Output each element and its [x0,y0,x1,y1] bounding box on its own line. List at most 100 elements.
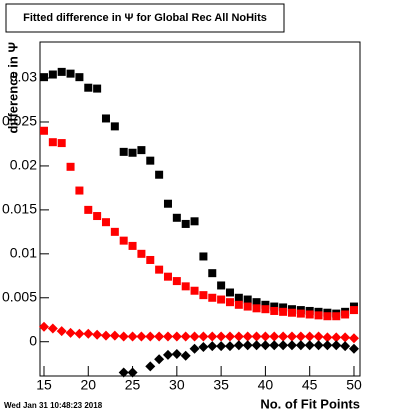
point [92,329,103,340]
point [269,340,280,351]
point [181,282,190,291]
point [332,312,341,321]
point [56,326,67,337]
y-tick-label: 0.015 [2,201,37,217]
point [118,331,129,342]
point [145,331,156,342]
point [252,304,261,313]
point [100,330,111,341]
point [84,205,93,214]
point [216,341,227,352]
x-tick-label: 30 [169,377,185,393]
point [252,298,261,307]
point [286,331,297,342]
point [269,331,280,342]
point [242,340,253,351]
point [84,83,93,92]
point [224,331,235,342]
point [260,340,271,351]
point [163,199,172,208]
x-tick-label: 50 [346,377,362,393]
point [119,147,128,156]
point [66,162,75,171]
timestamp: Wed Jan 31 10:48:23 2018 [4,401,103,410]
point [163,272,172,281]
point [198,331,209,342]
point [208,269,217,278]
x-axis-label: No. of Fit Points [260,396,360,411]
point [304,331,315,342]
point [243,302,252,311]
point [128,148,137,157]
point [74,328,85,339]
point [331,332,342,343]
point [48,138,57,147]
point [75,186,84,195]
point [65,327,76,338]
point [234,300,243,309]
point [155,170,164,179]
x-tick-label: 45 [302,377,318,393]
point [39,126,48,135]
point [261,305,270,314]
y-tick-label: 0.005 [2,288,37,304]
point [190,217,199,226]
point [278,340,289,351]
point [171,331,182,342]
x-tick-label: 35 [213,377,229,393]
point [137,249,146,258]
point [233,340,244,351]
point [172,213,181,222]
point [233,331,244,342]
point [47,323,58,334]
x-tick-label: 25 [125,377,141,393]
point [127,367,138,378]
point [341,310,350,319]
point [340,341,351,352]
y-tick-label: 0.01 [10,245,37,261]
y-tick-label: 0.03 [10,69,37,85]
point [278,331,289,342]
point [313,331,324,342]
point [251,331,262,342]
point [128,241,137,250]
point [93,84,102,93]
point [323,312,332,321]
point [313,340,324,351]
point [322,332,333,343]
point [190,286,199,295]
point [295,340,306,351]
point [172,277,181,286]
title-box [5,3,285,33]
point [162,349,173,360]
point [296,309,305,318]
x-tick-label: 20 [80,377,96,393]
point [270,302,279,311]
point [110,122,119,131]
point [217,295,226,304]
point [207,341,218,352]
point [127,331,138,342]
point [208,293,217,302]
point [322,340,333,351]
point [305,310,314,319]
chart-title: Fitted difference in Ψ for Global Rec Al… [23,12,267,24]
point [348,343,359,354]
point [270,306,279,315]
point [155,265,164,274]
point [136,331,147,342]
point [66,69,75,78]
point [75,73,84,82]
point [189,343,200,354]
point [348,333,359,344]
point [242,331,253,342]
point [109,330,120,341]
point [243,295,252,304]
point [181,219,190,228]
point [286,340,297,351]
point [57,139,66,148]
point [137,146,146,155]
point [57,67,66,76]
